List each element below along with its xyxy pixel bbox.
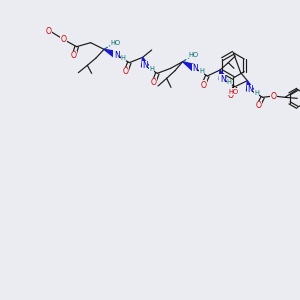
Text: N: N (192, 64, 198, 73)
Text: O: O (123, 67, 129, 76)
Text: H: H (227, 79, 232, 85)
Text: N: N (247, 85, 253, 94)
Text: O: O (270, 92, 276, 100)
Text: H: H (254, 90, 259, 96)
Text: HO: HO (188, 52, 198, 58)
Text: N: N (114, 50, 119, 59)
Text: O: O (228, 91, 234, 100)
Text: O: O (255, 101, 261, 110)
Text: H: H (121, 55, 126, 61)
Text: N: N (220, 74, 226, 83)
Text: O: O (200, 80, 206, 89)
Polygon shape (247, 81, 254, 91)
Polygon shape (142, 57, 148, 67)
Polygon shape (183, 62, 197, 71)
Text: O: O (151, 78, 157, 87)
Text: HO: HO (110, 40, 120, 46)
Text: O: O (60, 35, 66, 44)
Polygon shape (219, 70, 226, 80)
Text: N: N (142, 61, 148, 70)
Text: O: O (46, 27, 52, 36)
Text: HO: HO (228, 89, 239, 95)
Text: H: H (199, 68, 204, 74)
Polygon shape (104, 49, 118, 58)
Text: H: H (149, 66, 154, 72)
Text: O: O (71, 51, 77, 60)
